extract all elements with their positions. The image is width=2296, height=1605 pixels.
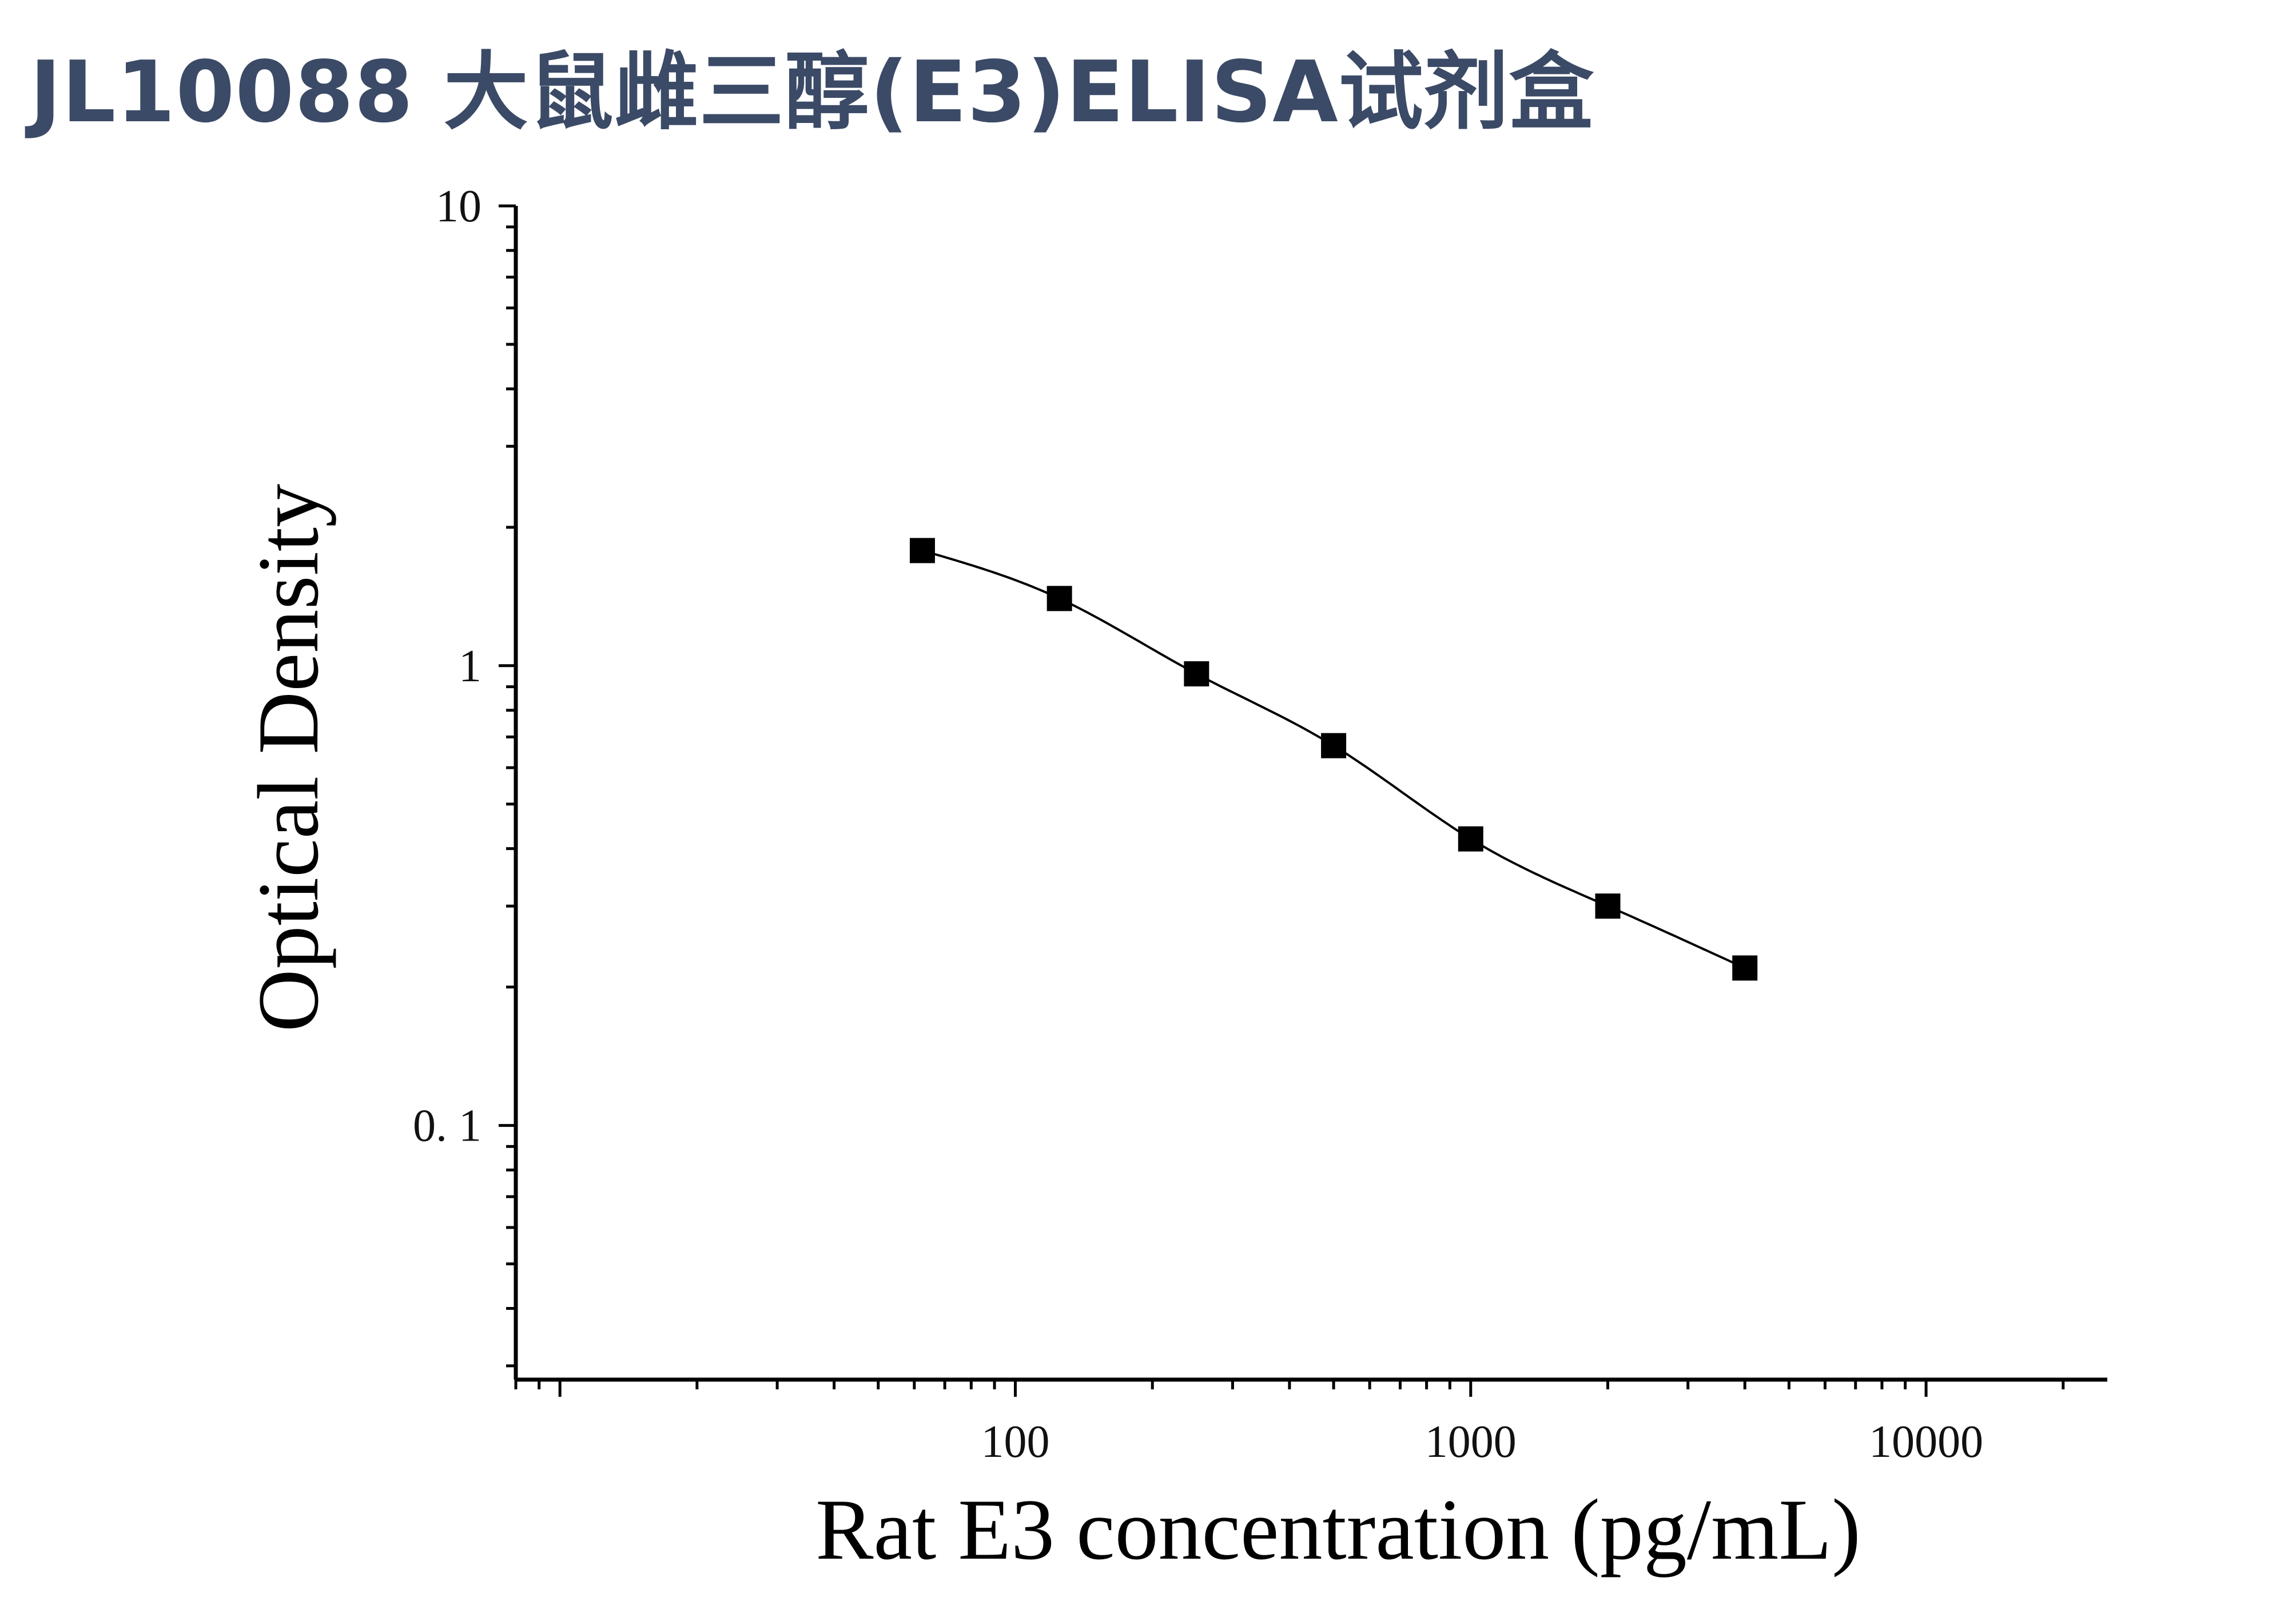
x-tick-label: 100	[981, 1417, 1049, 1467]
y-tick-label: 10	[436, 181, 482, 232]
data-point	[1732, 955, 1758, 981]
x-tick-label: 10000	[1869, 1417, 1983, 1467]
y-tick-label: 0. 1	[413, 1101, 482, 1151]
data-point	[1046, 586, 1072, 611]
ticks	[499, 204, 2065, 1397]
data-point	[1595, 893, 1621, 919]
data-point	[1458, 826, 1483, 852]
data-point	[909, 538, 935, 563]
y-axis-title: Optical Density	[240, 484, 336, 1032]
data-point	[1184, 661, 1209, 687]
y-tick-label: 1	[459, 641, 482, 692]
x-axis-title: Rat E3 concentration (pg/mL)	[815, 1481, 1861, 1578]
fit-curve	[922, 549, 1746, 970]
tick-labels: 10 1 0. 1 100 1000 10000	[413, 181, 1983, 1467]
data-point	[1321, 733, 1347, 758]
page-title: JL10088 大鼠雌三醇(E3)ELISA试剂盒	[30, 43, 1594, 141]
data-points	[909, 538, 1758, 981]
x-tick-label: 1000	[1425, 1417, 1517, 1467]
axes	[514, 206, 2107, 1382]
